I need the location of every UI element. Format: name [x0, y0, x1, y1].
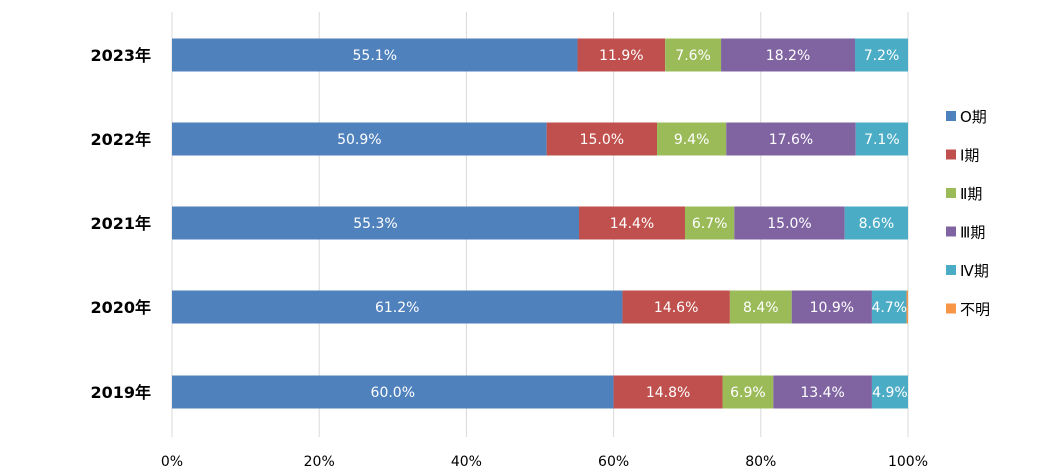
legend-label: Ⅱ期 — [960, 185, 982, 203]
bar-segment — [726, 122, 856, 156]
bar-segment — [773, 375, 872, 409]
category-label: 2021年 — [90, 214, 151, 233]
bar-segment — [172, 38, 578, 72]
data-label: 6.7% — [692, 216, 728, 232]
x-tick-label: 100% — [888, 454, 928, 470]
legend-label: Ⅰ期 — [960, 147, 979, 165]
bar-segment — [722, 375, 774, 409]
data-label: 50.9% — [337, 132, 381, 148]
data-label: 17.6% — [769, 132, 813, 148]
bar-segment — [546, 122, 658, 156]
data-label: 18.2% — [766, 48, 810, 64]
category-label: 2019年 — [90, 383, 151, 402]
data-label: 8.4% — [743, 300, 779, 316]
x-tick-label: 20% — [304, 454, 335, 470]
legend-label: Ⅲ期 — [960, 224, 985, 242]
bar-segment — [172, 375, 614, 409]
data-label: 15.0% — [767, 216, 811, 232]
x-tick-label: 40% — [451, 454, 482, 470]
legend-swatch — [946, 226, 956, 237]
bar-segment — [684, 206, 735, 240]
category-label: 2022年 — [90, 130, 151, 149]
bar-segment — [871, 375, 908, 409]
bar-segment — [172, 122, 547, 156]
data-label: 60.0% — [371, 385, 415, 401]
bar-segment — [577, 38, 666, 72]
data-label: 55.1% — [353, 48, 397, 64]
legend-swatch — [946, 265, 956, 275]
bar-segment — [657, 122, 727, 156]
category-label: 2023年 — [90, 46, 151, 65]
legend-swatch — [946, 149, 956, 160]
bar-segment — [791, 290, 872, 324]
bar-segment — [665, 38, 722, 72]
bar-segment — [844, 206, 908, 240]
x-tick-label: 60% — [598, 454, 629, 470]
bar-segment — [622, 290, 730, 324]
data-label: 4.7% — [871, 300, 907, 316]
bar-segment — [734, 206, 845, 240]
data-label: 4.9% — [872, 385, 908, 401]
data-label: 7.2% — [864, 48, 900, 64]
legend-swatch — [946, 111, 956, 121]
bar-segment — [871, 290, 907, 324]
bar-segment — [172, 206, 580, 240]
bar-segment — [721, 38, 856, 72]
data-label: 15.0% — [580, 132, 624, 148]
data-label: 8.6% — [859, 216, 895, 232]
bar-segment — [729, 290, 792, 324]
category-label: 2020年 — [90, 298, 151, 317]
legend-label: Ⅳ期 — [960, 262, 989, 280]
data-label: 13.4% — [800, 385, 844, 401]
legend-swatch — [946, 303, 956, 314]
data-label: 7.1% — [864, 132, 900, 148]
legend-swatch — [946, 188, 956, 198]
x-tick-label: 80% — [745, 454, 776, 470]
data-label: 61.2% — [375, 300, 419, 316]
bar-segment — [579, 206, 685, 240]
x-tick-label: 0% — [161, 454, 183, 470]
legend-label: 不明 — [960, 301, 990, 319]
bar-segment — [906, 290, 908, 324]
data-label: 14.6% — [654, 300, 698, 316]
bar-segment — [855, 122, 908, 156]
data-label: 7.6% — [675, 48, 711, 64]
data-label: 6.9% — [730, 385, 766, 401]
data-label: 11.9% — [599, 48, 643, 64]
legend-label: O期 — [960, 108, 987, 126]
bar-segment — [613, 375, 723, 409]
bar-segment — [855, 38, 908, 72]
data-label: 55.3% — [353, 216, 397, 232]
bar-segment — [172, 290, 623, 324]
data-label: 14.8% — [646, 385, 690, 401]
data-label: 10.9% — [810, 300, 854, 316]
data-label: 9.4% — [674, 132, 710, 148]
data-label: 14.4% — [610, 216, 654, 232]
